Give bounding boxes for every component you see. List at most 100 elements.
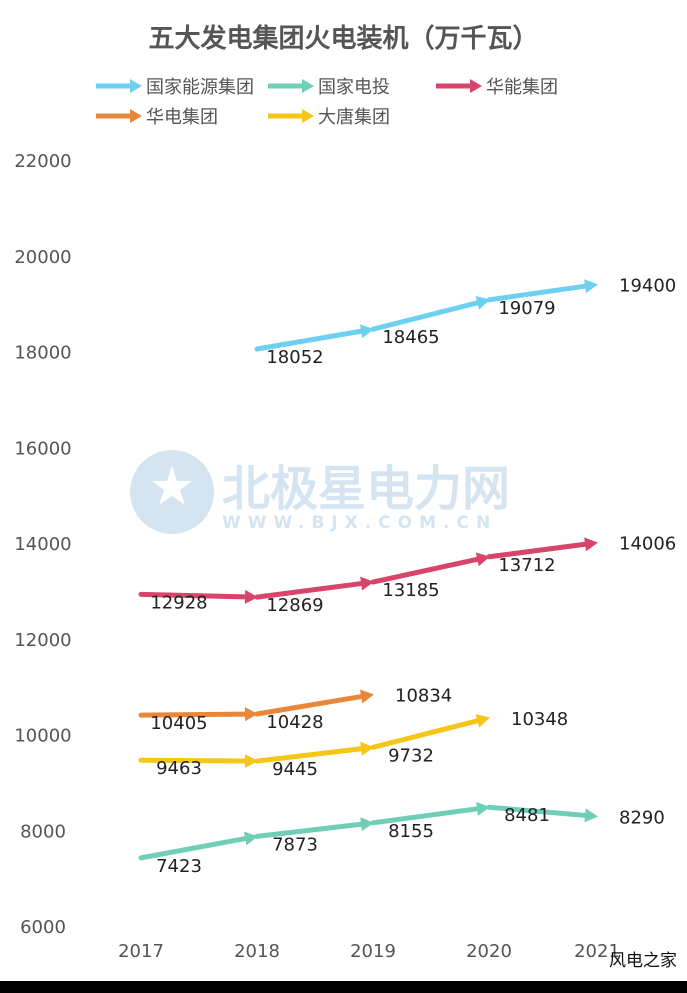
y-tick-label: 8000 <box>20 821 66 842</box>
line-segment <box>254 581 364 600</box>
arrow-head-icon <box>584 537 598 552</box>
data-label: 10348 <box>511 709 568 730</box>
arrow-head-icon <box>244 589 258 604</box>
line-segment <box>370 718 480 750</box>
legend-label: 华电集团 <box>146 107 218 128</box>
legend-arrow-icon <box>130 109 142 123</box>
line-segment <box>138 591 248 600</box>
legend-item: 华电集团 <box>96 107 218 128</box>
legend-label: 华能集团 <box>486 77 558 98</box>
series-line: 18052 18465 19079 19400 <box>254 275 676 368</box>
data-label: 10405 <box>150 713 207 734</box>
data-label: 9732 <box>388 745 434 766</box>
legend-item: 国家能源集团 <box>96 77 254 98</box>
chart-title: 五大发电集团火电装机（万千瓦） <box>148 24 539 54</box>
arrow-head-icon <box>359 324 374 339</box>
x-tick-label: 2019 <box>350 941 396 962</box>
legend-item: 华能集团 <box>436 77 558 98</box>
x-tick-label: 2020 <box>466 941 512 962</box>
line-segment <box>370 806 480 826</box>
series-line: 7423 7873 8155 8481 8290 <box>138 801 665 877</box>
series-line: 10405 10428 10834 <box>138 686 452 734</box>
arrow-head-icon <box>475 552 490 567</box>
series-group: 18052 18465 19079 19400 7423 7873 8155 8481 8290… <box>138 275 676 877</box>
arrow-head-icon <box>243 831 258 846</box>
line-segment <box>254 746 364 764</box>
data-label: 19400 <box>619 275 676 296</box>
x-tick-label: 2021 <box>574 941 620 962</box>
data-label: 13185 <box>382 580 439 601</box>
data-label: 19079 <box>498 298 555 319</box>
data-label: 8290 <box>619 807 665 828</box>
line-segment <box>486 283 588 303</box>
bottom-bar <box>0 981 687 993</box>
arrow-head-icon <box>244 707 258 722</box>
data-label: 12869 <box>266 595 323 616</box>
line-segment <box>486 804 588 818</box>
arrow-head-icon <box>475 714 490 728</box>
legend-item: 国家电投 <box>268 77 390 98</box>
line-segment <box>138 757 248 764</box>
arrow-head-icon <box>584 279 598 294</box>
data-label: 14006 <box>619 534 676 555</box>
series-line: 12928 12869 13185 13712 14006 <box>138 534 676 616</box>
legend-label: 大唐集团 <box>318 107 390 128</box>
y-tick-label: 22000 <box>14 151 71 172</box>
x-axis: 2017 2018 2019 2020 2021 <box>118 941 620 962</box>
watermark-url: WWW.BJX.COM.CN <box>222 513 497 533</box>
y-tick-label: 14000 <box>14 534 71 555</box>
data-label: 13712 <box>498 555 555 576</box>
y-tick-label: 20000 <box>14 247 71 268</box>
data-label: 8481 <box>504 805 550 826</box>
y-tick-label: 16000 <box>14 438 71 459</box>
y-axis: 6000 8000 10000 12000 14000 16000 18000 20000 22… <box>14 151 71 938</box>
data-label: 12928 <box>150 592 207 613</box>
line-segment <box>370 556 480 585</box>
line-segment <box>254 328 364 352</box>
y-tick-label: 6000 <box>20 917 66 938</box>
line-segment <box>486 541 588 560</box>
line-segment <box>138 711 248 718</box>
arrow-head-icon <box>476 801 490 816</box>
legend-arrow-icon <box>302 79 314 93</box>
legend-item: 大唐集团 <box>268 107 390 128</box>
watermark-logo-icon <box>130 450 214 534</box>
y-tick-label: 10000 <box>14 726 71 747</box>
data-label: 8155 <box>388 821 434 842</box>
arrow-head-icon <box>475 296 490 310</box>
data-label: 10834 <box>395 686 452 707</box>
line-segment <box>254 694 364 717</box>
data-label: 7423 <box>156 856 202 877</box>
data-label: 18465 <box>382 327 439 348</box>
footer-source: 风电之家 <box>609 951 677 971</box>
x-tick-label: 2017 <box>118 941 164 962</box>
y-tick-label: 18000 <box>14 343 71 364</box>
x-tick-label: 2018 <box>234 941 280 962</box>
data-label: 7873 <box>272 834 318 855</box>
legend-arrow-icon <box>130 79 142 93</box>
legend-label: 国家电投 <box>318 77 390 98</box>
legend-arrow-icon <box>470 79 482 93</box>
data-label: 9463 <box>156 758 202 779</box>
line-segment <box>138 836 248 861</box>
legend-arrow-icon <box>302 109 314 123</box>
arrow-head-icon <box>360 817 374 832</box>
legend-label: 国家能源集团 <box>146 77 254 98</box>
line-segment <box>254 821 364 839</box>
arrow-head-icon <box>360 741 374 756</box>
watermark-star-icon <box>152 466 192 505</box>
watermark: 北极星电力网 WWW.BJX.COM.CN <box>130 450 510 534</box>
arrow-head-icon <box>360 689 374 704</box>
series-line: 9463 9445 9732 10348 <box>138 709 568 780</box>
line-segment <box>370 300 480 332</box>
watermark-name: 北极星电力网 <box>222 461 510 517</box>
y-tick-label: 12000 <box>14 630 71 651</box>
arrow-head-icon <box>244 753 258 768</box>
arrow-head-icon <box>360 576 374 591</box>
data-label: 9445 <box>272 759 318 780</box>
data-label: 10428 <box>266 712 323 733</box>
arrow-head-icon <box>584 808 598 823</box>
